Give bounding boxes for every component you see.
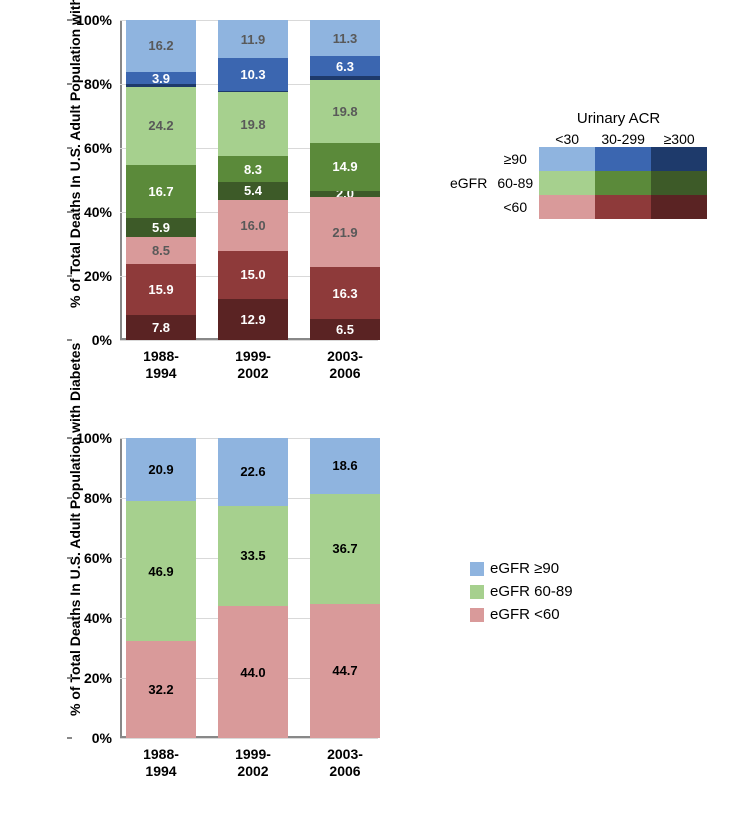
legend-row-header: 60-89 [491,171,539,195]
bar-segment: 19.8 [218,92,288,155]
chart1-panel: % of Total Deaths In U.S. Adult Populati… [120,20,378,340]
bar-segment: 16.2 [126,20,196,72]
legend-swatch [470,585,484,599]
legend-swatch [651,147,707,171]
legend-matrix-title: Urinary ACR [530,110,707,127]
legend-swatch [539,171,595,195]
legend-matrix: Urinary ACR <3030-299≥300 ≥90eGFR60-89<60 [450,110,707,219]
legend-simple: eGFR ≥90 eGFR 60-89 eGFR <60 [470,560,573,629]
bar-segment: 21.9 [310,197,380,267]
bar-segment: 15.0 [218,251,288,299]
legend-swatch [651,195,707,219]
x-tick-label: 1999- 2002 [218,348,288,382]
bar-segment: 12.9 [218,299,288,340]
x-tick-label: 1999- 2002 [218,746,288,780]
legend-row-header: ≥90 [491,147,539,171]
bar-segment: 16.7 [126,165,196,218]
stacked-bar: 44.736.718.6 [310,438,380,738]
bar-segment: 16.3 [310,267,380,319]
legend-swatch [539,195,595,219]
bar-segment: 11.9 [218,20,288,58]
y-tick-label: 60% [84,140,112,156]
y-tick-label: 40% [84,204,112,220]
bar-segment: 5.9 [126,218,196,237]
y-tick-label: 100% [76,430,112,446]
legend-swatch [595,171,651,195]
chart2-area: 0%20%40%60%80%100% 32.246.920.944.033.52… [120,438,378,738]
stacked-bar: 44.033.522.6 [218,438,288,738]
gridline [120,738,378,739]
chart1-area: 0%20%40%60%80%100% 7.815.98.55.916.724.2… [120,20,378,340]
y-tick-label: 100% [76,12,112,28]
legend-row-header: <60 [491,195,539,219]
y-axis-line-1 [120,20,122,340]
legend-item: eGFR 60-89 [470,583,573,600]
gridline [120,340,378,341]
bar-segment: 6.3 [310,56,380,76]
bar-segment: 20.9 [126,438,196,501]
legend-item: eGFR <60 [470,606,573,623]
stacked-bar: 32.246.920.9 [126,438,196,738]
legend-swatch [595,195,651,219]
bar-segment: 15.9 [126,264,196,315]
legend-matrix-table: <3030-299≥300 ≥90eGFR60-89<60 [450,131,707,219]
legend-col-header: ≥300 [651,131,707,147]
y-tick-label: 0% [92,332,112,348]
legend-item: eGFR ≥90 [470,560,573,577]
legend-swatch [470,562,484,576]
x-tick-label: 1988- 1994 [126,746,196,780]
legend-swatch [651,171,707,195]
x-tick-label: 2003- 2006 [310,746,380,780]
legend-col-header: <30 [539,131,595,147]
bar-segment: 11.3 [310,20,380,56]
y-tick-label: 80% [84,76,112,92]
legend-col-header: 30-299 [595,131,651,147]
stacked-bar: 7.815.98.55.916.724.2 3.916.2 [126,20,196,340]
legend-label: eGFR 60-89 [490,583,573,600]
y-tick-label: 60% [84,550,112,566]
x-tick-label: 2003- 2006 [310,348,380,382]
bar-segment: 19.8 [310,80,380,143]
bar-segment: 10.3 [218,58,288,91]
y-tick-label: 20% [84,268,112,284]
bar-segment: 8.3 [218,156,288,183]
legend-swatch [595,147,651,171]
legend-label: eGFR <60 [490,606,560,623]
stacked-bar: 12.915.016.05.48.319.810.311.9 [218,20,288,340]
bar-segment: 44.7 [310,604,380,738]
bar-segment: 33.5 [218,506,288,606]
legend-swatch [470,608,484,622]
bar-segment: 36.7 [310,494,380,604]
bar-segment: 7.8 [126,315,196,340]
bar-segment: 22.6 [218,438,288,506]
bar-segment: 46.9 [126,501,196,642]
bar-segment: 24.2 [126,87,196,164]
x-tick-label: 1988- 1994 [126,348,196,382]
bar-segment: 16.0 [218,200,288,251]
bar-segment: 5.4 [218,182,288,199]
bar-segment: 14.9 [310,143,380,191]
legend-swatch [539,147,595,171]
bar-segment: 3.9 [126,72,196,84]
bar-segment: 8.5 [126,237,196,264]
y-axis-line-2 [120,438,122,738]
y-tick-label: 40% [84,610,112,626]
chart2-panel: % of Total Deaths In U.S. Adult Populati… [120,438,378,738]
y-tick-label: 0% [92,730,112,746]
bar-segment: 6.5 [310,319,380,340]
bar-segment: 32.2 [126,641,196,738]
legend-row-group-label: eGFR [450,171,491,195]
bar-segment: 18.6 [310,438,380,494]
bar-segment: 44.0 [218,606,288,738]
legend-label: eGFR ≥90 [490,560,559,577]
stacked-bar: 6.516.321.92.014.919.86.311.3 [310,20,380,340]
y-tick-label: 80% [84,490,112,506]
y-tick-label: 20% [84,670,112,686]
